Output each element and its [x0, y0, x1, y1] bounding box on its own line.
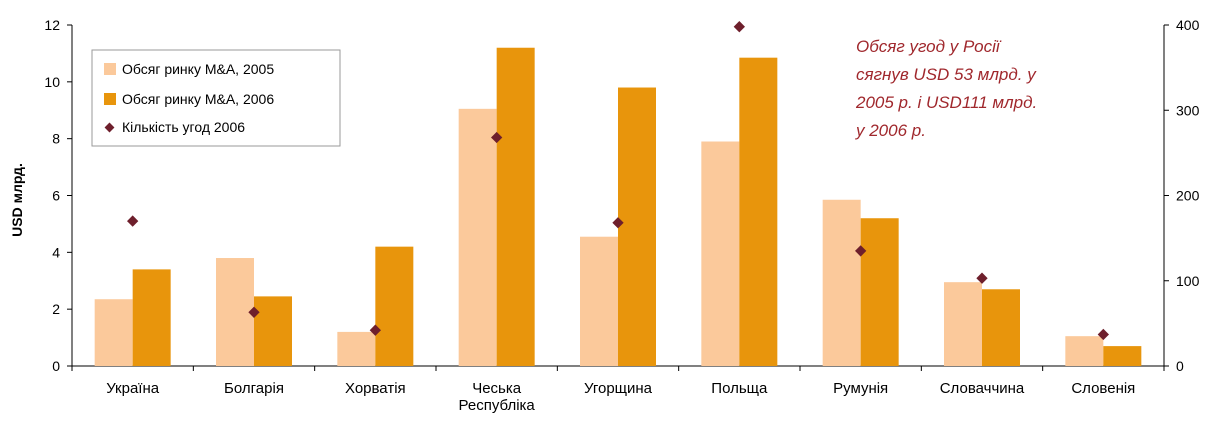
points-layer: [127, 21, 1109, 341]
x-tick-label: Словаччина: [940, 380, 1025, 397]
bar-2005: [458, 108, 497, 367]
deal-count-point: [855, 245, 867, 257]
deal-count-point: [369, 324, 381, 336]
bar-2006: [739, 57, 778, 366]
deal-count-point: [976, 272, 988, 284]
deal-count-point: [491, 131, 503, 144]
bar-2006: [254, 296, 292, 366]
bar-2005: [337, 331, 376, 366]
bar-2006: [375, 246, 414, 366]
bar-2006: [618, 87, 656, 367]
deal-count-point: [612, 217, 624, 229]
bar-2005: [580, 236, 618, 366]
y2-tick-label: 0: [1176, 358, 1184, 374]
bar-2005: [701, 141, 740, 366]
annotation-line-1: Обсяг угод у Росії: [856, 37, 1002, 56]
deal-count-point: [733, 21, 745, 33]
y-tick-label: 8: [52, 131, 60, 147]
x-tick-label: Румунія: [833, 380, 888, 397]
x-tick-label: Україна: [106, 380, 160, 397]
bar-2005: [1065, 336, 1104, 366]
y-tick-label: 10: [44, 74, 60, 90]
x-tick-label: Хорватія: [345, 380, 406, 397]
bar-2006: [860, 218, 899, 366]
legend-label-deals: Кількість угод 2006: [122, 119, 245, 135]
legend-label-2005: Обсяг ринку M&A, 2005: [122, 61, 274, 77]
annotation-line-3: 2005 р. і USD111 млрд.: [855, 93, 1037, 112]
legend-swatch-2005: [104, 63, 116, 75]
y2-tick-label: 100: [1176, 273, 1200, 289]
y2-tick-label: 200: [1176, 188, 1200, 204]
y-tick-label: 12: [44, 17, 60, 33]
bar-2005: [822, 199, 861, 366]
bars-layer: [94, 47, 1142, 367]
annotation-line-2: сягнув USD 53 млрд. у: [856, 65, 1037, 84]
y-tick-label: 4: [52, 244, 60, 260]
y-axis-label: USD млрд.: [9, 163, 25, 237]
x-tick-label: Польща: [711, 380, 768, 397]
legend-marker-deals: [104, 122, 115, 133]
y-tick-label: 6: [52, 188, 60, 204]
x-tick-label: Угорщина: [584, 380, 653, 397]
bar-2006: [1103, 346, 1142, 366]
bar-2005: [94, 299, 133, 366]
deal-count-point: [248, 306, 260, 318]
bar-2006: [496, 47, 535, 366]
deal-count-point: [127, 215, 139, 227]
annotation: Обсяг угод у Росії сягнув USD 53 млрд. у…: [855, 37, 1037, 140]
bar-2006: [132, 269, 171, 366]
labels-layer: 0 2 4 6 8 10 12 0 100 200 300 400 Україна Болгарія Хор…: [44, 17, 1199, 414]
legend-swatch-2006: [104, 93, 116, 105]
y2-tick-label: 400: [1176, 17, 1200, 33]
x-tick-label: Чеська: [472, 380, 522, 397]
annotation-line-4: у 2006 р.: [855, 121, 926, 140]
bar-2005: [216, 258, 254, 366]
x-tick-label: Республіка: [459, 397, 536, 414]
legend-label-2006: Обсяг ринку M&A, 2006: [122, 91, 274, 107]
x-tick-label: Словенія: [1071, 380, 1135, 397]
legend-box: [91, 49, 341, 147]
bar-2006: [982, 289, 1020, 366]
x-tick-label: Болгарія: [224, 380, 284, 397]
deal-count-point: [1097, 328, 1109, 341]
y2-tick-label: 300: [1176, 102, 1200, 118]
legend: Обсяг ринку M&A, 2005 Обсяг ринку M&A, 2…: [91, 49, 341, 147]
y-tick-label: 0: [52, 358, 60, 374]
bar-2005: [944, 282, 982, 366]
y-tick-label: 2: [52, 301, 60, 317]
